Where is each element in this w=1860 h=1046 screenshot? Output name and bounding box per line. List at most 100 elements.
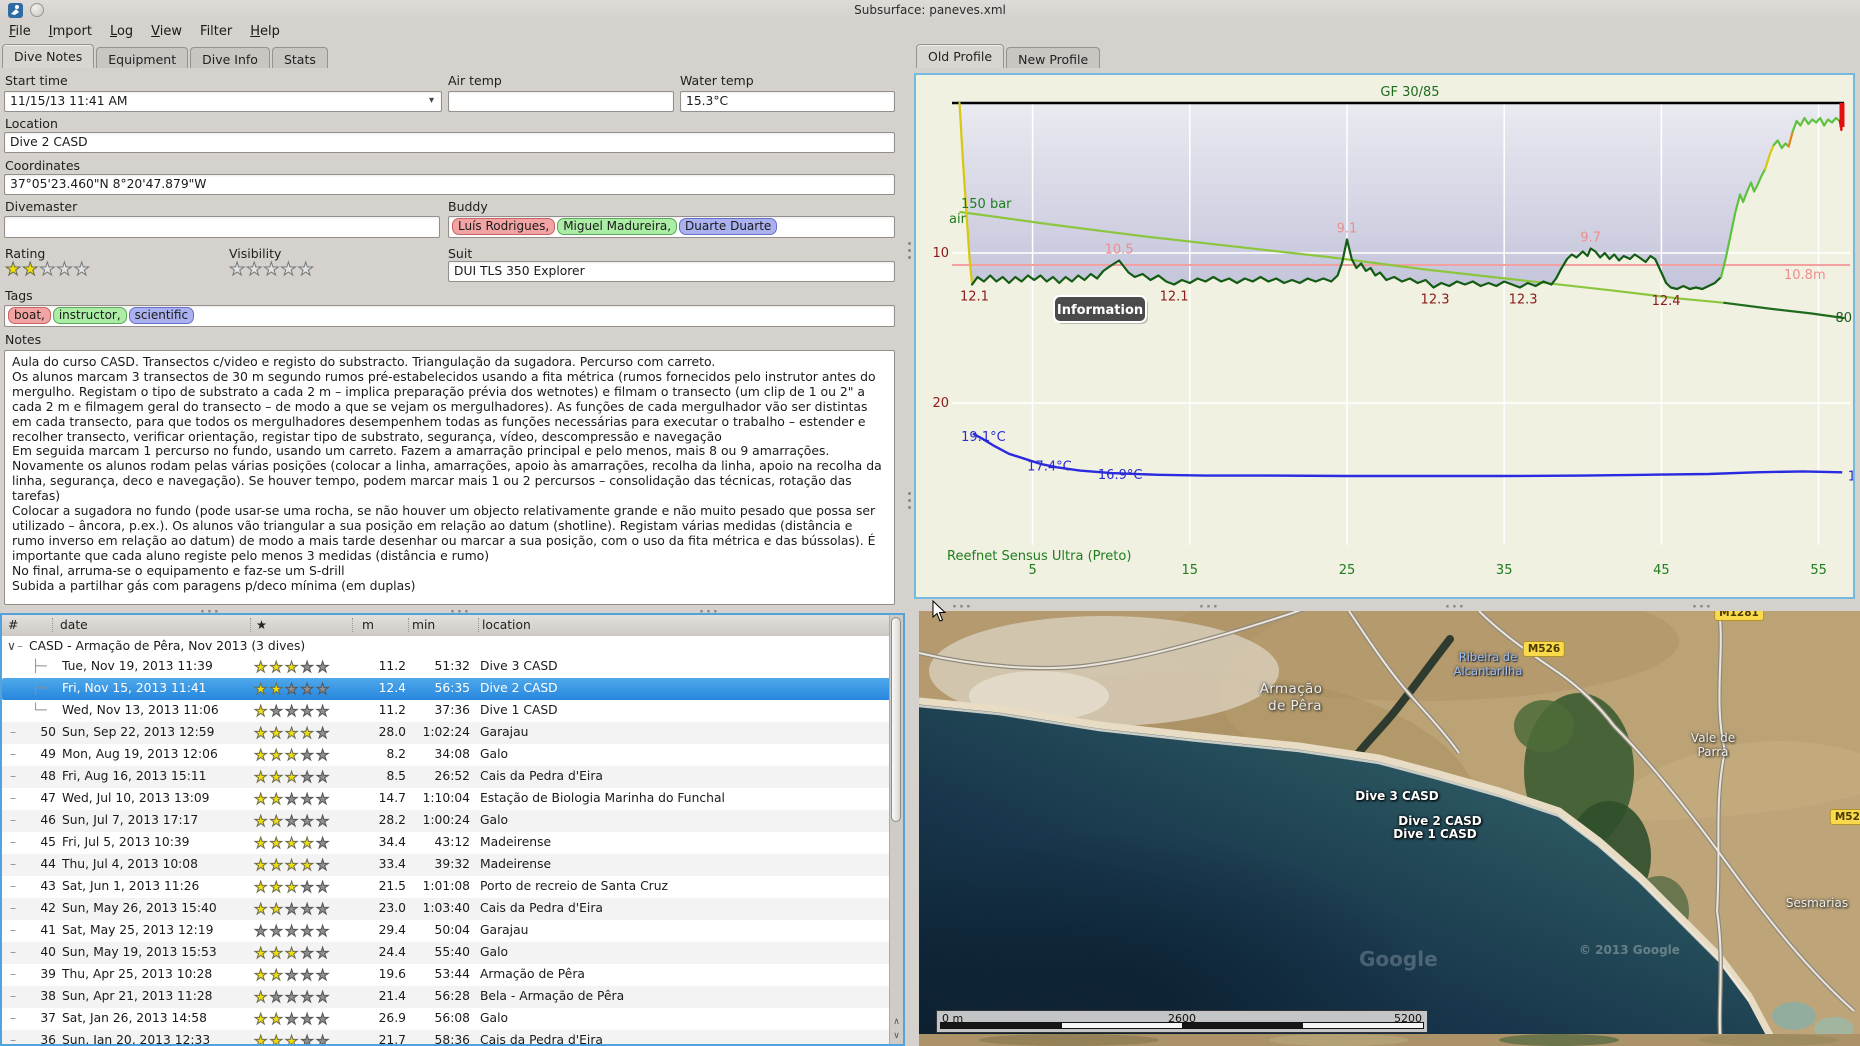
tab-equipment[interactable]: Equipment [96, 47, 189, 68]
column-header-min[interactable]: min [412, 618, 436, 632]
visibility-label: Visibility [229, 246, 282, 261]
google-watermark: Google [1359, 947, 1438, 971]
dive-row[interactable]: –40 Sun, May 19, 2013 15:53 ★★★★★ 24.4 55:40… [2, 942, 890, 964]
column-header-stars[interactable]: ★ [256, 618, 268, 632]
scale-bar-segments [940, 1022, 1424, 1029]
air-temp-field[interactable] [448, 91, 674, 112]
star-empty-icon: ★ [56, 259, 74, 280]
dive-row[interactable]: –37 Sat, Jan 26, 2013 14:58 ★★★★★ 26.9 56:08… [10, 1010, 509, 1029]
menu-file[interactable]: File [9, 24, 31, 39]
dive-row[interactable]: –38 Sun, Apr 21, 2013 11:28 ★★★★★ 21.4 56:28… [2, 986, 890, 1008]
dive-row[interactable]: –43 Sat, Jun 1, 2013 11:26 ★★★★★ 21.5 1:01:0… [10, 878, 668, 897]
rating-stars[interactable]: ★★★★★ [4, 259, 91, 280]
menu-help[interactable]: Help [250, 24, 280, 39]
tab-dive-info[interactable]: Dive Info [190, 47, 270, 68]
menu-filter[interactable]: Filter [200, 24, 233, 39]
svg-text:10: 10 [932, 246, 949, 261]
svg-text:17.4°C: 17.4°C [1027, 459, 1072, 474]
chip: scientific [128, 307, 195, 324]
svg-text:Information: Information [1057, 303, 1143, 318]
suit-field[interactable]: DUI TLS 350 Explorer [448, 261, 895, 282]
tab-new-profile[interactable]: New Profile [1006, 47, 1101, 68]
column-header-location[interactable]: location [482, 618, 531, 632]
chip: Luís Rodrigues, [452, 218, 556, 235]
tab-old-profile[interactable]: Old Profile [916, 44, 1005, 68]
svg-text:12.1: 12.1 [1160, 290, 1189, 305]
profile-tab-bar: Old Profile New Profile [916, 44, 1102, 68]
water-temp-label: Water temp [680, 73, 754, 88]
svg-text:Reefnet Sensus Ultra (Preto): Reefnet Sensus Ultra (Preto) [947, 549, 1131, 564]
dive-row[interactable]: –39 Thu, Apr 25, 2013 10:28 ★★★★★ 19.6 53:44… [10, 966, 585, 985]
dive-row[interactable]: ├─ Tue, Nov 19, 2013 11:39 ★★★★★ 11.2 51:32 D… [32, 658, 558, 677]
svg-text:150 bar: 150 bar [961, 197, 1012, 212]
column-header-num[interactable]: # [8, 618, 19, 632]
dive-list[interactable]: # date ★ m min location ∨ – CASD - Armação de… [0, 613, 905, 1046]
map-copyright: © 2013 Google [1579, 943, 1680, 957]
dive-row[interactable]: –44 Thu, Jul 4, 2013 10:08 ★★★★★ 33.4 39:32 M… [2, 854, 890, 876]
road-badge-m1281: M1281 [1714, 611, 1764, 621]
map-label-sesmarias: Sesmarias [1785, 896, 1849, 910]
dive-site-marker-2[interactable]: Dive 2 CASD [1398, 814, 1482, 828]
window-menu-button-icon[interactable] [30, 3, 44, 17]
dive-list-scrollbar[interactable]: ∧ ∨ [889, 615, 903, 1044]
dive-trip-row[interactable]: ∨ – CASD - Armação de Pêra, Nov 2013 (3 … [2, 636, 903, 656]
svg-text:5: 5 [1028, 563, 1036, 578]
scroll-up-icon[interactable]: ∧ [893, 1017, 900, 1027]
scrollbar-thumb[interactable] [891, 617, 901, 822]
visibility-stars[interactable]: ★★★★★ [228, 259, 315, 280]
tab-dive-notes[interactable]: Dive Notes [2, 44, 95, 68]
start-time-combo[interactable]: 11/15/13 11:41 AM ▾ [4, 91, 442, 112]
map-label-vale-line1: Vale de [1690, 731, 1736, 745]
tags-field[interactable]: boat, instructor, scientific [4, 305, 895, 327]
dive-row[interactable]: –49 Mon, Aug 19, 2013 12:06 ★★★★★ 8.2 34:08 G… [10, 746, 509, 765]
dive-row[interactable]: –42 Sun, May 26, 2013 15:40 ★★★★★ 23.0 1:03:… [2, 898, 890, 920]
notes-field[interactable]: Aula do curso CASD. Transectos c/video e… [4, 350, 895, 605]
buddy-field[interactable]: Luís Rodrigues, Miguel Madureira, Duarte D… [448, 216, 895, 238]
menu-view[interactable]: View [151, 24, 183, 39]
notes-label: Notes [5, 332, 42, 347]
menu-import[interactable]: Import [48, 24, 92, 39]
dive-row[interactable]: –45 Fri, Jul 5, 2013 10:39 ★★★★★ 34.4 43:12 M… [10, 834, 552, 853]
svg-text:55: 55 [1810, 563, 1827, 578]
dive-site-marker-1[interactable]: Dive 1 CASD [1393, 827, 1477, 841]
divemaster-field[interactable] [4, 216, 440, 238]
svg-text:12.3: 12.3 [1509, 293, 1538, 308]
tab-stats[interactable]: Stats [271, 47, 328, 68]
dive-row[interactable]: └─ Wed, Nov 13, 2013 11:06 ★★★★★ 11.2 37:36 D… [32, 702, 558, 721]
scale-start: 0 m [942, 1012, 964, 1025]
chevron-down-icon: ▾ [428, 95, 434, 106]
coordinates-field[interactable]: 37°05'23.460"N 8°20'47.879"W [4, 174, 895, 195]
dive-row[interactable]: ├─ Fri, Nov 15, 2013 11:41 ★★★★★ 12.4 56:35 D… [2, 678, 890, 700]
tags-label: Tags [5, 288, 33, 303]
dive-list-header[interactable]: # date ★ m min location [2, 615, 903, 637]
column-header-date[interactable]: date [60, 618, 88, 632]
star-empty-icon: ★ [246, 259, 264, 280]
chart-map-splitter[interactable]: ··· ··· ··· ··· [952, 600, 1713, 615]
chip: Duarte Duarte [679, 218, 778, 235]
dive-site-marker-3[interactable]: Dive 3 CASD [1355, 789, 1439, 803]
dive-row[interactable]: –50 Sun, Sep 22, 2013 12:59 ★★★★★ 28.0 1:02:… [2, 722, 890, 744]
map-label-town-line2: de Pêra [1268, 698, 1322, 714]
panel-splitter[interactable] [905, 44, 914, 1046]
chip: boat, [8, 307, 51, 324]
menu-log[interactable]: Log [109, 24, 134, 39]
dive-row[interactable]: –36 Sun, Jan 20, 2013 12:33 ★★★★★ 21.7 58:36… [2, 1030, 890, 1044]
scroll-down-icon[interactable]: ∨ [893, 1031, 900, 1041]
svg-text:9.1: 9.1 [1337, 222, 1358, 237]
water-temp-field[interactable]: 15.3°C [680, 91, 895, 112]
suit-label: Suit [448, 246, 473, 261]
dive-row[interactable]: –46 Sun, Jul 7, 2013 17:17 ★★★★★ 28.2 1:00:2… [2, 810, 890, 832]
column-header-m[interactable]: m [362, 618, 374, 632]
dive-row[interactable]: –41 Sat, May 25, 2013 12:19 ★★★★★ 29.4 50:04… [10, 922, 529, 941]
dive-row[interactable]: –47 Wed, Jul 10, 2013 13:09 ★★★★★ 14.7 1:10:… [10, 790, 725, 809]
dive-row[interactable]: –48 Fri, Aug 16, 2013 15:11 ★★★★★ 8.5 26:52 C… [2, 766, 890, 788]
window-title: Subsurface: paneves.xml [854, 3, 1006, 17]
information-tooltip[interactable] [1053, 295, 1147, 323]
dive-map[interactable]: Armação de Pêra Ribeira de Alcantarilha … [919, 611, 1860, 1046]
svg-text:air: air [949, 212, 967, 227]
location-field[interactable]: Dive 2 CASD [4, 132, 895, 153]
star-empty-icon: ★ [263, 259, 281, 280]
subsurface-app-icon [8, 3, 23, 18]
dive-profile-chart[interactable]: GF 30/85 150 bar air 80 10.8m 10 20 5 15 25 35 45 55… [914, 73, 1855, 599]
svg-text:20: 20 [932, 396, 949, 411]
